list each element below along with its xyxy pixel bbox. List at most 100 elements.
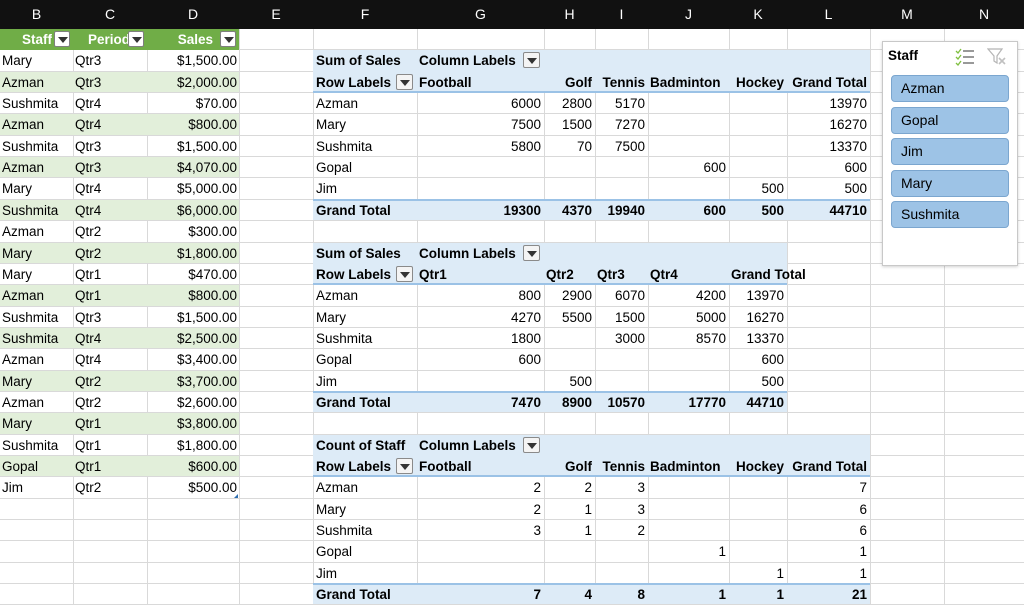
column-header-h[interactable]: H — [564, 6, 575, 22]
table-cell-period[interactable]: Qtr3 — [75, 310, 102, 325]
column-header-i[interactable]: I — [619, 6, 624, 22]
pivot-value-cell[interactable] — [595, 563, 645, 584]
pivot-value-cell[interactable] — [648, 93, 726, 114]
pivot-row-labels[interactable]: Row Labels — [316, 267, 392, 282]
column-header-m[interactable]: M — [901, 6, 913, 22]
pivot-value-cell[interactable]: 1800 — [510, 331, 541, 346]
table-cell-sales[interactable]: $1,500.00 — [176, 139, 237, 154]
pivot-value-cell[interactable]: 500 — [761, 374, 784, 389]
table-cell-staff[interactable]: Mary — [2, 267, 32, 282]
pivot-row-label[interactable]: Azman — [316, 480, 359, 495]
pivot-value-cell[interactable] — [544, 328, 592, 349]
pivot-value-cell[interactable] — [544, 178, 592, 199]
table-cell-staff[interactable]: Gopal — [2, 459, 39, 474]
column-header-c[interactable]: C — [104, 6, 116, 22]
pivot-value-cell[interactable]: 7500 — [614, 139, 645, 154]
pivot-value-cell[interactable]: 16270 — [746, 310, 784, 325]
pivot-row-label[interactable]: Jim — [316, 374, 337, 389]
pivot-value-cell[interactable]: 6 — [859, 502, 867, 517]
staff-slicer[interactable]: Staff Azman Gopal Jim Mary Sushmita — [882, 41, 1018, 266]
pivot-column-header[interactable]: Tennis — [602, 75, 645, 90]
pivot-value-cell[interactable]: 6 — [859, 523, 867, 538]
table-cell-staff[interactable]: Mary — [2, 374, 32, 389]
table-cell-sales[interactable]: $3,700.00 — [176, 374, 237, 389]
pivot-value-cell[interactable]: 13970 — [746, 288, 784, 303]
table-cell-staff[interactable]: Azman — [2, 395, 45, 410]
pivot-column-header[interactable]: Grand Total — [792, 459, 867, 474]
table-cell-period[interactable]: Qtr4 — [75, 203, 102, 218]
pivot-value-cell[interactable] — [648, 136, 726, 157]
pivot-value-cell[interactable]: 1 — [859, 566, 867, 581]
pivot-value-cell[interactable]: 800 — [518, 288, 541, 303]
table-cell-sales[interactable]: $2,600.00 — [176, 395, 237, 410]
column-header-g[interactable]: G — [475, 6, 486, 22]
table-cell-period[interactable]: Qtr3 — [75, 75, 102, 90]
pivot-value-cell[interactable] — [417, 563, 541, 584]
table-cell-staff[interactable]: Sushmita — [2, 96, 59, 111]
pivot-column-labels[interactable]: Column Labels — [419, 246, 516, 261]
column-header-e[interactable]: E — [271, 6, 281, 22]
pivot-grand-total-cell[interactable]: 44710 — [746, 395, 784, 410]
pivot-value-cell[interactable] — [595, 541, 645, 562]
slicer-item-mary[interactable]: Mary — [891, 169, 1009, 197]
pivot-value-cell[interactable]: 1500 — [614, 310, 645, 325]
column-labels-filter-button[interactable] — [523, 52, 540, 68]
table-cell-sales[interactable]: $2,500.00 — [176, 331, 237, 346]
pivot-value-cell[interactable]: 1 — [584, 523, 592, 538]
pivot-grand-total-cell[interactable]: 4 — [584, 587, 592, 602]
pivot-column-labels[interactable]: Column Labels — [419, 438, 516, 453]
pivot-value-cell[interactable] — [729, 136, 784, 157]
table-resize-handle[interactable] — [234, 494, 238, 498]
pivot-value-cell[interactable]: 600 — [844, 160, 867, 175]
pivot-value-label[interactable]: Sum of Sales — [316, 53, 401, 68]
pivot-value-cell[interactable]: 16270 — [829, 117, 867, 132]
pivot-column-header[interactable]: Qtr3 — [597, 267, 625, 282]
pivot-row-label[interactable]: Azman — [316, 96, 359, 111]
table-cell-period[interactable]: Qtr4 — [75, 117, 102, 132]
table-cell-staff[interactable]: Azman — [2, 352, 45, 367]
pivot-value-cell[interactable]: 1 — [776, 566, 784, 581]
pivot-column-header[interactable]: Golf — [565, 75, 592, 90]
pivot-row-label[interactable]: Azman — [316, 288, 359, 303]
pivot-grand-total-cell[interactable]: 7 — [533, 587, 541, 602]
pivot-column-header[interactable]: Grand Total — [731, 267, 806, 282]
row-labels-filter-button[interactable] — [396, 266, 413, 282]
pivot-grand-total-cell[interactable]: 1 — [776, 587, 784, 602]
pivot-grand-total-cell[interactable]: 21 — [851, 587, 867, 602]
slicer-item-jim[interactable]: Jim — [891, 138, 1009, 165]
pivot-value-cell[interactable] — [544, 541, 592, 562]
pivot-column-header[interactable]: Grand Total — [792, 75, 867, 90]
pivot-grand-total-cell[interactable]: 7470 — [510, 395, 541, 410]
pivot-value-cell[interactable] — [544, 349, 592, 370]
pivot-column-header[interactable]: Golf — [565, 459, 592, 474]
pivot-value-cell[interactable] — [417, 541, 541, 562]
pivot-value-cell[interactable] — [729, 93, 784, 114]
pivot-value-cell[interactable] — [648, 114, 726, 135]
multi-select-icon[interactable] — [955, 48, 975, 66]
pivot-value-cell[interactable]: 3 — [533, 523, 541, 538]
pivot-value-cell[interactable] — [417, 178, 541, 199]
table-cell-period[interactable]: Qtr3 — [75, 160, 102, 175]
pivot-row-labels[interactable]: Row Labels — [316, 75, 392, 90]
pivot-value-cell[interactable]: 5800 — [510, 139, 541, 154]
pivot-grand-total-cell[interactable]: 19940 — [607, 203, 645, 218]
pivot-value-cell[interactable] — [729, 157, 784, 178]
pivot-row-label[interactable]: Mary — [316, 502, 346, 517]
pivot-value-cell[interactable]: 500 — [844, 181, 867, 196]
pivot-row-label[interactable]: Jim — [316, 566, 337, 581]
staff-filter-button[interactable] — [54, 31, 70, 47]
pivot-value-cell[interactable] — [648, 178, 726, 199]
pivot-value-cell[interactable]: 600 — [761, 352, 784, 367]
pivot-value-cell[interactable] — [648, 349, 726, 370]
column-header-f[interactable]: F — [360, 6, 370, 22]
pivot-value-cell[interactable] — [729, 541, 784, 562]
pivot-value-cell[interactable]: 13370 — [829, 139, 867, 154]
pivot-value-cell[interactable]: 2 — [533, 502, 541, 517]
pivot-value-cell[interactable] — [417, 371, 541, 392]
table-cell-sales[interactable]: $300.00 — [188, 224, 237, 239]
table-cell-sales[interactable]: $1,800.00 — [176, 438, 237, 453]
row-labels-filter-button[interactable] — [396, 74, 413, 90]
pivot-value-cell[interactable]: 70 — [576, 139, 592, 154]
table-cell-period[interactable]: Qtr3 — [75, 139, 102, 154]
table-cell-period[interactable]: Qtr2 — [75, 395, 102, 410]
